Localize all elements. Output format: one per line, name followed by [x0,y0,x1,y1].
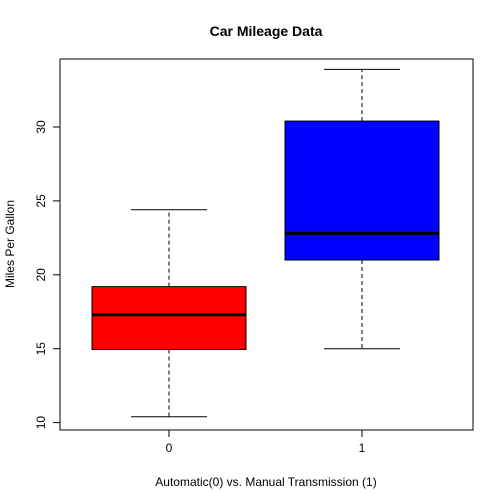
box-iqr [91,286,247,350]
box-group-1 [284,68,440,350]
y-axis-label: Miles Per Gallon [3,200,17,288]
y-tick-label: 15 [34,342,48,356]
x-tick-label: 0 [166,441,173,455]
x-tick-label: 1 [359,441,366,455]
y-axis: 10 15 20 25 30 [34,120,61,430]
y-tick-label: 10 [34,416,48,430]
y-tick-label: 25 [34,194,48,208]
box-iqr [284,120,440,261]
y-tick-label: 30 [34,120,48,134]
y-tick-label: 20 [34,268,48,282]
plot-area [91,68,440,418]
x-axis-label: Automatic(0) vs. Manual Transmission (1) [155,475,376,489]
box-group-0 [91,209,247,418]
chart-title: Car Mileage Data [210,23,323,39]
